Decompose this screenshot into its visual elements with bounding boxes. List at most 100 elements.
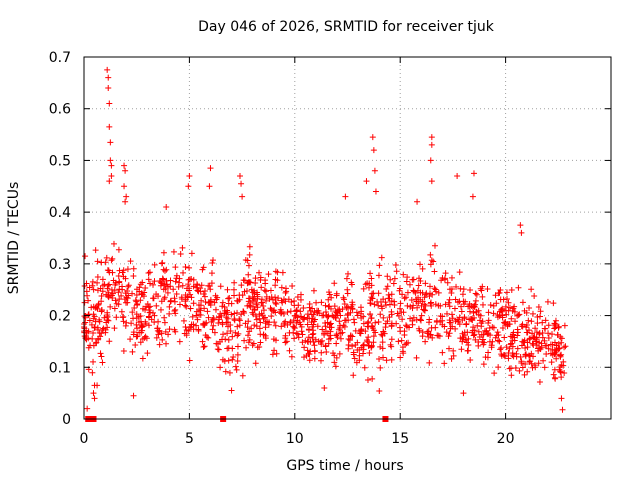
data-point xyxy=(226,295,233,302)
data-point xyxy=(470,332,477,339)
data-point xyxy=(121,162,128,169)
data-point xyxy=(88,321,95,328)
data-point xyxy=(344,310,351,317)
data-point xyxy=(484,285,491,292)
data-point xyxy=(306,357,313,364)
data-point xyxy=(459,291,466,298)
data-point xyxy=(297,291,304,298)
data-point xyxy=(294,293,301,300)
data-point xyxy=(247,299,254,306)
data-point xyxy=(442,270,449,277)
data-point xyxy=(105,85,112,92)
data-point xyxy=(369,323,376,330)
data-point xyxy=(314,309,321,316)
data-point xyxy=(325,303,332,310)
data-point xyxy=(271,347,278,354)
data-point xyxy=(214,346,221,353)
data-point xyxy=(541,364,548,371)
data-point xyxy=(494,329,501,336)
data-point xyxy=(492,334,499,341)
data-point xyxy=(311,348,318,355)
data-point xyxy=(421,294,428,301)
data-point xyxy=(345,345,352,352)
data-point xyxy=(369,290,376,297)
data-point xyxy=(413,354,420,361)
data-point xyxy=(107,303,114,310)
data-point xyxy=(352,341,359,348)
data-point xyxy=(306,351,313,358)
data-point xyxy=(458,308,465,315)
data-point xyxy=(322,309,329,316)
data-point xyxy=(193,281,200,288)
data-point xyxy=(225,300,232,307)
data-point xyxy=(304,321,311,328)
data-point xyxy=(310,330,317,337)
data-point xyxy=(386,295,393,302)
data-point xyxy=(209,316,216,323)
data-point xyxy=(301,344,308,351)
data-point xyxy=(490,324,497,331)
data-point xyxy=(98,307,105,314)
data-point xyxy=(539,319,546,326)
data-point xyxy=(435,302,442,309)
data-point xyxy=(274,277,281,284)
data-point xyxy=(261,287,268,294)
data-point xyxy=(485,349,492,356)
data-point xyxy=(289,283,296,290)
data-point xyxy=(310,311,317,318)
data-point xyxy=(125,283,132,290)
data-point xyxy=(188,321,195,328)
data-point xyxy=(122,299,129,306)
data-point xyxy=(203,319,210,326)
data-point xyxy=(549,331,556,338)
data-point xyxy=(252,360,259,367)
data-point xyxy=(150,309,157,316)
data-point xyxy=(160,266,167,273)
data-point xyxy=(178,296,185,303)
data-point xyxy=(292,313,299,320)
data-point xyxy=(167,297,174,304)
data-point xyxy=(542,325,549,332)
data-point xyxy=(103,291,110,298)
data-point xyxy=(122,290,129,297)
data-point xyxy=(532,364,539,371)
data-point xyxy=(542,317,549,324)
data-point xyxy=(187,291,194,298)
data-point xyxy=(421,301,428,308)
data-point xyxy=(258,296,265,303)
data-point xyxy=(182,323,189,330)
data-point xyxy=(334,334,341,341)
data-point xyxy=(186,264,193,271)
data-point xyxy=(439,313,446,320)
data-point xyxy=(284,309,291,316)
data-point xyxy=(171,295,178,302)
data-point xyxy=(246,279,253,286)
data-point xyxy=(194,316,201,323)
data-point xyxy=(530,334,537,341)
data-point xyxy=(337,330,344,337)
data-point xyxy=(469,193,476,200)
data-point xyxy=(172,264,179,271)
data-point xyxy=(248,325,255,332)
data-point xyxy=(83,288,90,295)
data-point xyxy=(234,358,241,365)
data-point xyxy=(249,342,256,349)
data-point xyxy=(471,331,478,338)
data-point xyxy=(241,337,248,344)
data-point xyxy=(446,345,453,352)
data-point xyxy=(91,395,98,402)
data-point xyxy=(475,338,482,345)
data-point xyxy=(245,262,252,269)
data-point xyxy=(522,344,529,351)
data-point xyxy=(519,299,526,306)
data-point xyxy=(176,338,183,345)
data-point xyxy=(189,313,196,320)
data-point xyxy=(439,349,446,356)
data-point xyxy=(360,350,367,357)
data-point xyxy=(443,329,450,336)
data-point xyxy=(82,319,89,326)
data-point xyxy=(275,295,282,302)
data-point xyxy=(239,193,246,200)
data-point xyxy=(96,329,103,336)
data-point xyxy=(99,282,106,289)
